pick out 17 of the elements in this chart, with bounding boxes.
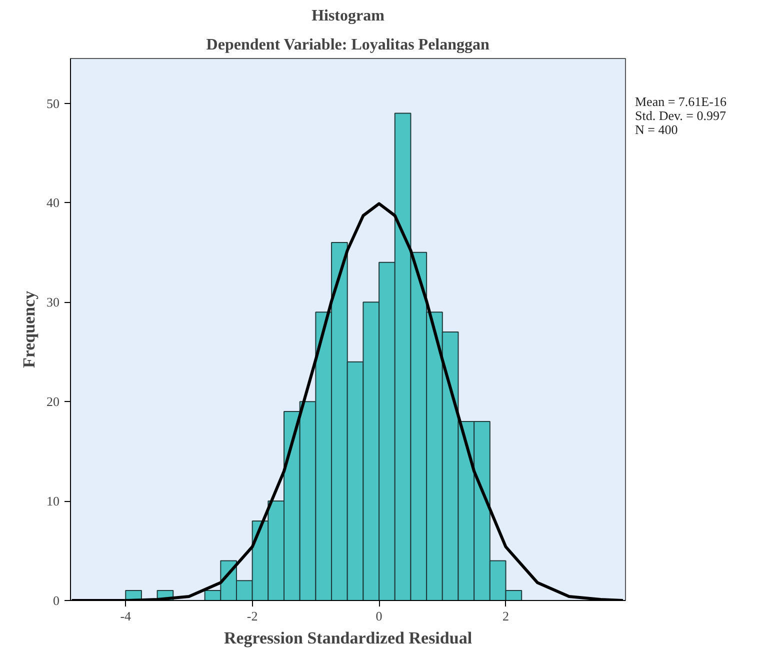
text: Std. Dev. = 0.997 — [635, 108, 726, 123]
y-tick-label: 50 — [46, 96, 60, 111]
y-tick-label: 10 — [46, 494, 60, 509]
text: N = 400 — [635, 122, 678, 137]
x-tick-label: -4 — [120, 608, 132, 624]
y-tick-label: 30 — [46, 294, 60, 310]
x-axis-title: Regression Standardized Residual — [224, 628, 472, 648]
y-tick-label: 20 — [46, 394, 60, 410]
x-tick-label: 2 — [502, 608, 510, 624]
text: Mean = 7.61E-16 — [635, 94, 726, 109]
x-tick-label: 0 — [376, 608, 382, 624]
y-axis-title: Frequency — [20, 290, 38, 368]
y-tick-label: 40 — [46, 195, 60, 210]
chart-subtitle: Dependent Variable: Loyalitas Pelanggan — [206, 36, 490, 54]
x-tick-label: -2 — [246, 608, 258, 624]
y-tick-label: 0 — [53, 593, 60, 608]
chart-title: Histogram — [312, 8, 386, 24]
